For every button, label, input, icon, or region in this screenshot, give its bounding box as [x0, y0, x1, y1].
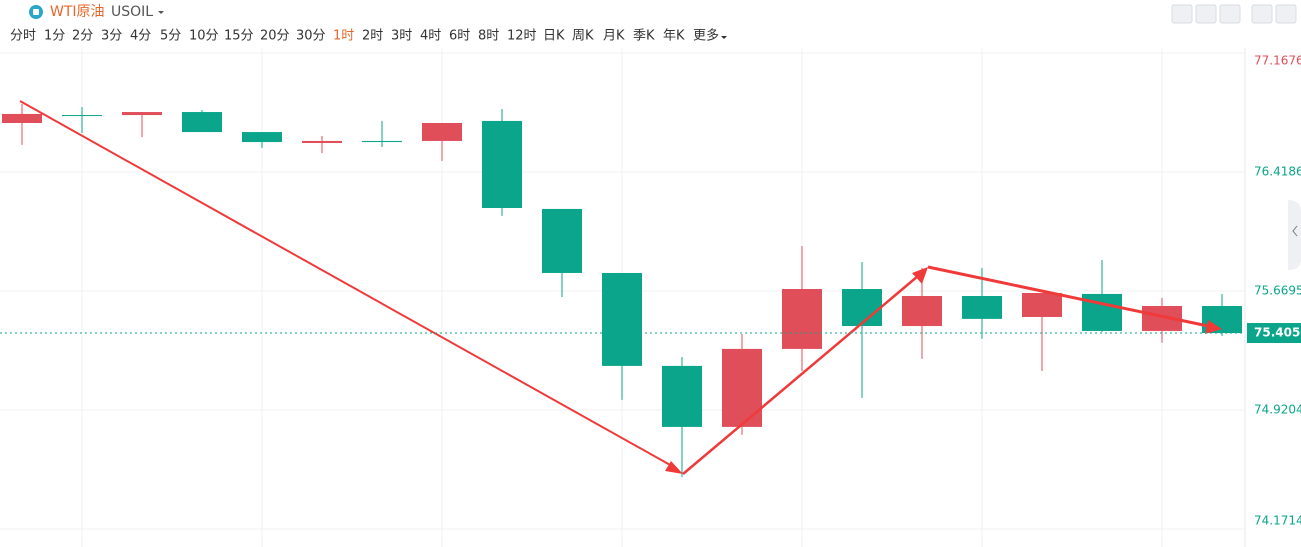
- candle-body: [422, 122, 462, 141]
- candle-body: [782, 289, 822, 349]
- candle-body: [602, 272, 642, 366]
- tool-button[interactable]: [1219, 4, 1241, 24]
- interval-button[interactable]: 20分: [260, 29, 290, 44]
- more-caret: [721, 36, 727, 39]
- interval-button[interactable]: 1时: [333, 29, 354, 44]
- interval-button[interactable]: 6时: [449, 29, 470, 44]
- candle-body: [962, 296, 1002, 319]
- candle-body: [362, 140, 402, 143]
- interval-button[interactable]: 更多: [693, 28, 719, 44]
- candle-body: [482, 120, 522, 208]
- interval-button[interactable]: 8时: [478, 29, 499, 44]
- interval-button[interactable]: 2分: [72, 29, 93, 44]
- interval-button[interactable]: 12时: [507, 29, 537, 44]
- interval-button[interactable]: 3时: [391, 29, 412, 44]
- symbol-code[interactable]: USOIL: [111, 4, 153, 20]
- interval-button[interactable]: 15分: [224, 29, 254, 44]
- tool-button[interactable]: [1251, 4, 1273, 24]
- candle-body: [182, 112, 222, 133]
- trend-arrow: [682, 275, 919, 475]
- interval-button[interactable]: 3分: [101, 29, 122, 44]
- tool-button[interactable]: [1275, 4, 1297, 24]
- interval-button[interactable]: 季K: [633, 29, 655, 44]
- candle-body: [62, 115, 102, 117]
- arrow-head: [1205, 320, 1222, 334]
- symbol-name[interactable]: WTI原油: [50, 4, 105, 20]
- y-tick-label: 75.6695: [1254, 284, 1301, 298]
- interval-button[interactable]: 周K: [572, 29, 594, 44]
- symbol-caret[interactable]: [158, 11, 164, 14]
- candle-body: [542, 208, 582, 273]
- candle-body: [662, 365, 702, 427]
- annotations: [19, 100, 1222, 475]
- interval-button[interactable]: 4时: [420, 29, 441, 44]
- y-tick-label: 77.1676: [1254, 54, 1301, 68]
- arrow-head: [912, 267, 928, 284]
- candle-body: [122, 112, 162, 116]
- tool-button[interactable]: [1195, 4, 1217, 24]
- candle-body: [842, 289, 882, 327]
- trend-arrow: [927, 265, 1209, 328]
- interval-button[interactable]: 2时: [362, 29, 383, 44]
- interval-button[interactable]: 年K: [663, 29, 685, 44]
- tool-icons: [1171, 4, 1297, 24]
- symbol-icon-inner: [33, 9, 39, 15]
- candle-body: [722, 348, 762, 427]
- interval-button[interactable]: 4分: [130, 29, 151, 44]
- y-tick-label: 76.4186: [1254, 164, 1301, 178]
- last-price-box: [1247, 323, 1301, 344]
- side-tab-arrow: [1292, 225, 1298, 237]
- trend-arrow: [19, 100, 673, 467]
- candle-body: [1022, 292, 1062, 317]
- interval-button[interactable]: 1分: [44, 29, 65, 44]
- interval-button[interactable]: 10分: [189, 29, 219, 44]
- arrow-head: [665, 461, 683, 474]
- tool-button[interactable]: [1171, 4, 1193, 24]
- interval-button[interactable]: 分时: [10, 29, 36, 44]
- interval-button[interactable]: 30分: [296, 29, 326, 44]
- candle-body: [242, 132, 282, 143]
- candle-body: [2, 113, 42, 123]
- interval-button[interactable]: 5分: [160, 29, 181, 44]
- last-price-label: 75.4050: [1254, 326, 1301, 340]
- y-tick-label: 74.9204: [1254, 403, 1301, 417]
- interval-button[interactable]: 日K: [543, 29, 565, 44]
- candle-body: [902, 296, 942, 327]
- interval-button[interactable]: 月K: [603, 29, 625, 44]
- candle-body: [302, 140, 342, 144]
- y-tick-label: 74.1714: [1254, 514, 1301, 528]
- side-tab[interactable]: [1288, 200, 1301, 270]
